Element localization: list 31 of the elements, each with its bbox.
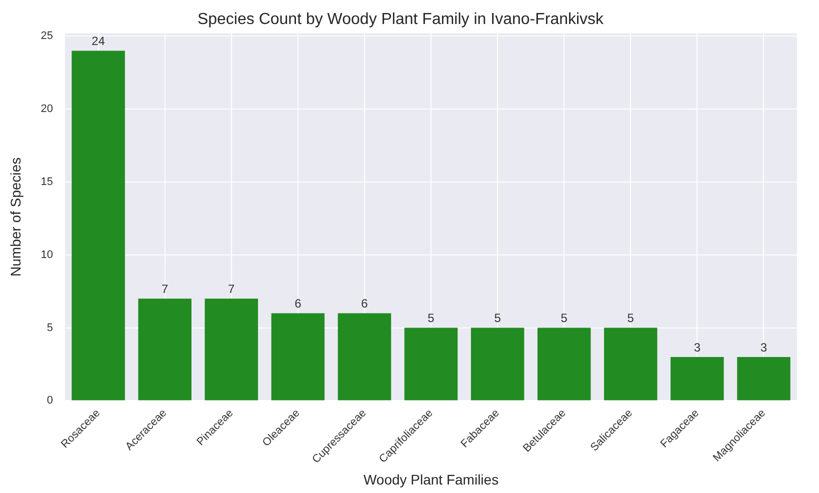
y-tick-label: 20 (40, 103, 54, 116)
bar (404, 328, 458, 400)
data-label: 5 (428, 311, 435, 326)
data-label: 5 (627, 311, 634, 326)
bar (204, 298, 258, 400)
chart-title: Species Count by Woody Plant Family in Ivano-Frankivsk (197, 11, 605, 28)
data-label: 6 (294, 296, 302, 311)
bar (72, 50, 125, 400)
data-label: 3 (760, 340, 768, 354)
bar (670, 356, 724, 400)
y-tick-label: 0 (46, 394, 54, 407)
data-label: 6 (361, 296, 368, 311)
bar (604, 328, 658, 400)
y-tick-label: 15 (40, 176, 54, 188)
data-label: 3 (694, 340, 701, 354)
bar (737, 356, 790, 400)
bar (470, 328, 524, 400)
bar (271, 313, 325, 400)
bar (338, 313, 392, 400)
data-label: 5 (494, 311, 502, 326)
y-tick-label: 25 (40, 30, 54, 42)
data-label: 7 (228, 282, 236, 296)
x-axis-title: Woody Plant Families (363, 471, 499, 488)
y-axis-title: Number of Species (7, 157, 24, 276)
bar (138, 298, 192, 400)
bar (537, 328, 591, 400)
y-tick-label: 10 (40, 248, 54, 261)
data-label: 7 (162, 282, 169, 296)
y-tick-label: 5 (46, 322, 54, 334)
data-label: 5 (560, 311, 568, 326)
data-label: 24 (92, 34, 106, 48)
